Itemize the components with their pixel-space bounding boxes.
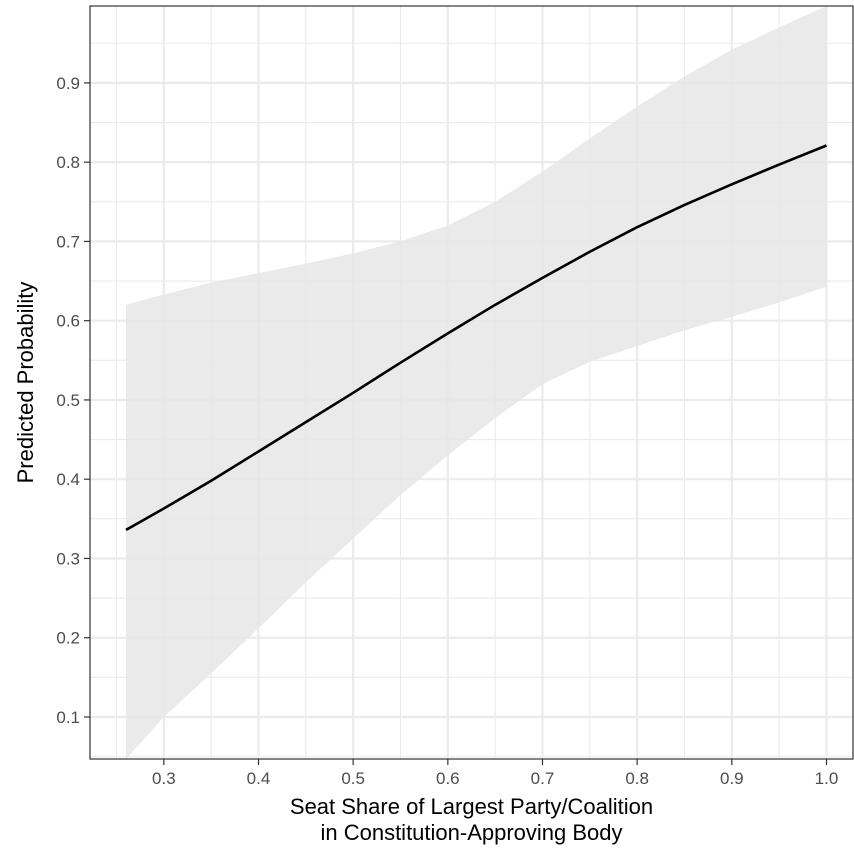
x-tick-label: 0.7 xyxy=(531,769,555,788)
x-tick-label: 0.8 xyxy=(625,769,649,788)
panel-border xyxy=(89,5,854,760)
y-tick-label: 0.2 xyxy=(56,629,80,648)
y-tick-label: 0.4 xyxy=(56,470,80,489)
y-tick-label: 0.1 xyxy=(56,708,80,727)
x-axis-title-line: in Constitution-Approving Body xyxy=(320,820,622,845)
y-tick-label: 0.8 xyxy=(56,153,80,172)
confidence-ribbon xyxy=(125,6,827,759)
x-tick-label: 0.3 xyxy=(152,769,176,788)
x-tick-label: 1.0 xyxy=(815,769,839,788)
y-tick-label: 0.6 xyxy=(56,312,80,331)
y-axis-title: Predicted Probability xyxy=(13,282,38,484)
x-tick-label: 0.9 xyxy=(720,769,744,788)
y-tick-label: 0.3 xyxy=(56,549,80,568)
x-tick-label: 0.5 xyxy=(341,769,365,788)
y-tick-label: 0.9 xyxy=(56,74,80,93)
predicted-probability-line xyxy=(125,144,827,532)
y-tick-label: 0.5 xyxy=(56,391,80,410)
x-axis-title-line: Seat Share of Largest Party/Coalition xyxy=(290,794,653,819)
x-tick-label: 0.6 xyxy=(436,769,460,788)
y-tick-label: 0.7 xyxy=(56,232,80,251)
x-tick-label: 0.4 xyxy=(247,769,271,788)
